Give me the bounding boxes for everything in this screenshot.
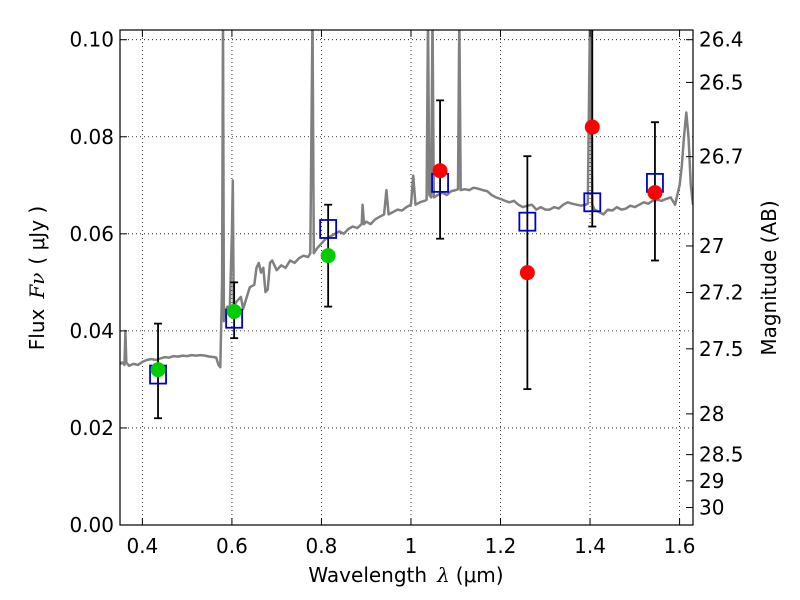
y2-tick-label: 28 [699, 402, 724, 426]
y-axis-label: FluxFν( μJy ) [25, 206, 49, 350]
red-data-point [519, 265, 535, 281]
green-data-point [226, 303, 242, 319]
x-tick-label: 1.4 [574, 534, 606, 558]
y-tick-label: 0.08 [69, 125, 114, 149]
y2-tick-label: 27.5 [699, 337, 744, 361]
y2-tick-label: 30 [699, 496, 724, 520]
y2-tick-label: 28.5 [699, 443, 744, 467]
x-tick-label: 1 [405, 534, 418, 558]
x-tick-label: 0.6 [216, 534, 248, 558]
x-tick-label: 1.2 [485, 534, 517, 558]
green-data-point [320, 248, 336, 264]
red-data-point [647, 185, 663, 201]
model-square-marker [583, 192, 602, 213]
y-tick-label: 0.02 [69, 416, 114, 440]
grid-lines [120, 30, 693, 525]
axis-ticks: 0.4 0.6 0.8 1 1.2 1.4 1.6 0.00 0.02 0.04 0.06 0.08 0… [69, 28, 743, 558]
y2-tick-label: 26.5 [699, 70, 744, 94]
y2-tick-label: 27 [699, 234, 724, 258]
x-tick-label: 1.6 [664, 534, 696, 558]
red-data-point [584, 119, 600, 135]
plot-frame [119, 29, 694, 526]
y-tick-label: 0.04 [69, 319, 114, 343]
x-axis-label: Wavelength λ (μm) [308, 563, 503, 587]
y-tick-label: 0.00 [69, 513, 114, 537]
model-square-marker [319, 219, 338, 239]
y2-axis-label: Magnitude (AB) [757, 200, 781, 355]
plot-area [120, 30, 693, 420]
red-data-point [432, 163, 448, 179]
y-tick-label: 0.06 [69, 222, 114, 246]
x-tick-label: 0.8 [306, 534, 338, 558]
y2-tick-label: 29 [699, 469, 724, 493]
y-tick-label: 0.10 [69, 28, 114, 52]
y2-tick-label: 26.7 [699, 145, 744, 169]
y2-tick-label: 26.4 [699, 28, 744, 52]
x-tick-label: 0.4 [126, 534, 158, 558]
green-data-point [150, 362, 166, 378]
y2-tick-label: 27.2 [699, 281, 744, 305]
model-square-marker [518, 211, 537, 232]
